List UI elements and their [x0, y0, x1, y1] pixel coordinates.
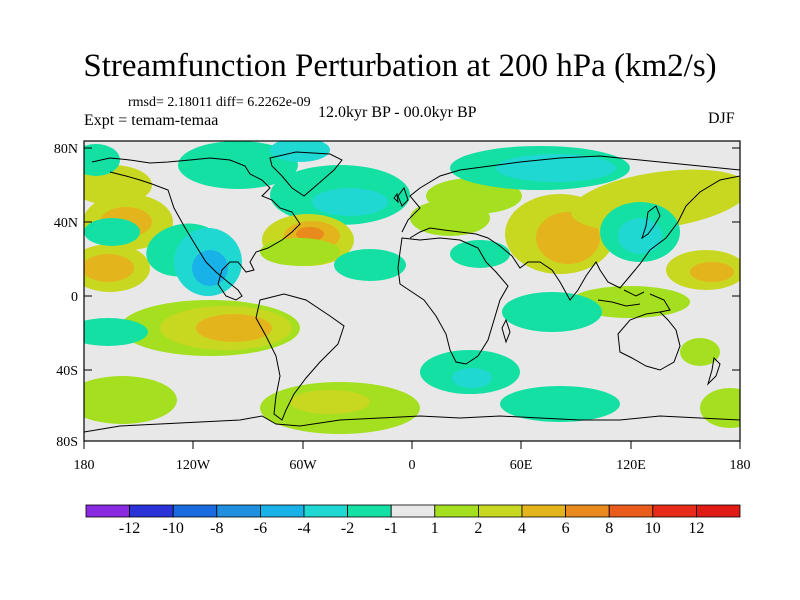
lon-label: 120W — [176, 458, 211, 473]
lon-label: 60W — [289, 458, 317, 473]
anomaly-region-31 — [690, 262, 734, 282]
anomaly-region-41 — [84, 376, 177, 424]
colorbar-label: -1 — [385, 520, 398, 537]
anomaly-region-21 — [410, 200, 490, 236]
lat-label: 40S — [56, 364, 78, 379]
colorbar-swatch — [216, 504, 261, 518]
coast-japan — [641, 205, 661, 240]
coast-british-isles — [393, 186, 409, 207]
lat-label: 80N — [54, 142, 78, 157]
coast-africa — [397, 237, 509, 365]
colorbar-swatch — [477, 504, 523, 518]
anomaly-region-36 — [196, 314, 272, 342]
colorbar-label: -10 — [163, 520, 184, 537]
colorbar-label: 2 — [474, 520, 482, 537]
colorbar-label: 1 — [431, 520, 439, 537]
coast-south-america — [255, 293, 345, 421]
colorbar-label: 10 — [645, 520, 661, 537]
anomaly-region-19 — [334, 249, 406, 281]
stats-text: rmsd= 2.18011 diff= 6.2262e-09 — [128, 95, 311, 110]
map-panel — [83, 140, 741, 442]
colorbar-swatch — [390, 504, 436, 518]
anomaly-region-5 — [84, 254, 134, 282]
anomaly-region-29 — [618, 218, 662, 254]
anomaly-region-13 — [312, 188, 388, 216]
colorbar-label: -8 — [210, 520, 223, 537]
colorbar-swatch — [347, 504, 392, 518]
colorbar-swatch — [608, 504, 654, 518]
lon-label: 180 — [730, 458, 751, 473]
anomaly-region-6 — [84, 144, 120, 176]
coast-australia — [617, 311, 681, 371]
anomaly-region-39 — [452, 368, 492, 388]
lon-label: 120E — [616, 458, 646, 473]
colorbar-swatch — [303, 504, 348, 518]
anomaly-region-37 — [84, 318, 148, 346]
colorbar-swatch — [259, 504, 305, 518]
experiment-label: Expt = temam-temaa — [84, 112, 219, 129]
colorbar-swatch — [85, 504, 130, 518]
colorbar-swatch — [565, 504, 610, 518]
anomaly-field — [84, 141, 740, 434]
season-label: DJF — [708, 110, 735, 127]
colorbar-label: -12 — [119, 520, 140, 537]
map-axes: 80N 40N 0 40S 80S 180 120W 60W 0 60E 120E 180 — [54, 142, 751, 473]
anomaly-region-24 — [450, 240, 510, 268]
colorbar-label: 4 — [518, 520, 526, 537]
lat-label: 0 — [71, 290, 78, 305]
anomaly-region-33 — [502, 292, 602, 332]
anomaly-region-44 — [700, 388, 740, 428]
colorbar-swatch — [172, 504, 218, 518]
colorbar-swatch — [696, 504, 741, 518]
colorbar-label: 12 — [688, 520, 704, 537]
lon-label: 180 — [74, 458, 95, 473]
colorbar-swatch — [521, 504, 566, 518]
coast-north-america — [91, 157, 301, 301]
anomaly-region-11 — [178, 141, 298, 189]
colorbar-label: 8 — [605, 520, 613, 537]
colorbar-label: -6 — [254, 520, 267, 537]
map-title: Streamfunction Perturbation at 200 hPa (… — [83, 48, 717, 84]
anomaly-region-17 — [296, 227, 324, 241]
coastlines — [84, 151, 740, 433]
period-label: 12.0kyr BP - 00.0kyr BP — [318, 104, 477, 121]
lat-label: 40N — [54, 216, 78, 231]
colorbar-swatch — [129, 504, 174, 518]
colorbar: -12 -10 -8 -6 -4 -2 -1 1 2 4 6 8 10 12 — [85, 504, 741, 537]
anomaly-region-26 — [536, 212, 600, 264]
coast-indonesia — [597, 289, 671, 313]
lat-label: 80S — [56, 435, 78, 450]
colorbar-label: -4 — [297, 520, 310, 537]
lon-label: 60E — [510, 458, 533, 473]
anomaly-region-18 — [260, 238, 340, 266]
colorbar-label: -2 — [341, 520, 354, 537]
coast-greenland — [269, 151, 343, 197]
colorbar-swatch — [434, 504, 479, 518]
coast-new-zealand — [706, 356, 721, 386]
anomaly-region-40 — [680, 338, 720, 366]
anomaly-region-43 — [290, 390, 370, 414]
anomaly-region-7 — [84, 218, 140, 246]
colorbar-label: 6 — [562, 520, 570, 537]
coast-eurasia — [401, 155, 740, 301]
lon-label: 0 — [409, 458, 416, 473]
anomaly-region-10 — [192, 250, 228, 286]
colorbar-swatch — [652, 504, 697, 518]
coast-madagascar — [501, 318, 511, 344]
anomaly-region-45 — [500, 386, 620, 422]
coast-antarctica — [84, 415, 740, 433]
anomaly-region-14 — [270, 141, 330, 162]
